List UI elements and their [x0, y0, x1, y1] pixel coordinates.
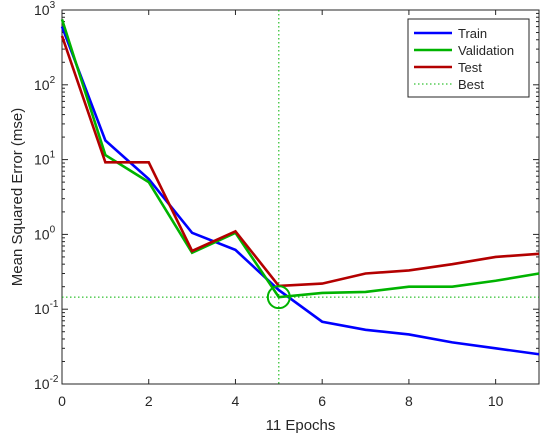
- legend-label-best: Best: [458, 77, 484, 92]
- y-tick-label: 100: [34, 224, 56, 242]
- x-tick-label: 2: [145, 393, 153, 409]
- x-tick-label: 4: [232, 393, 240, 409]
- legend-label-test: Test: [458, 60, 482, 75]
- y-tick-label: 10-2: [34, 374, 59, 392]
- series-line-train: [60, 26, 540, 356]
- y-tick-label: 10-1: [34, 299, 59, 317]
- y-tick-label: 102: [34, 75, 56, 93]
- y-tick-label: 103: [34, 0, 56, 18]
- series-line-validation: [60, 18, 540, 299]
- x-tick-label: 0: [58, 393, 66, 409]
- x-tick-label: 8: [405, 393, 413, 409]
- y-axis-title: Mean Squared Error (mse): [9, 108, 26, 286]
- legend-label-train: Train: [458, 26, 487, 41]
- x-axis-title: 11 Epochs: [266, 417, 336, 434]
- series-line-test: [60, 35, 540, 288]
- x-tick-label: 10: [488, 393, 504, 409]
- legend-label-validation: Validation: [458, 43, 514, 58]
- axes-box: [61, 9, 540, 385]
- y-tick-label: 101: [34, 150, 56, 168]
- best-point-marker: [266, 285, 291, 310]
- x-tick-label: 6: [318, 393, 326, 409]
